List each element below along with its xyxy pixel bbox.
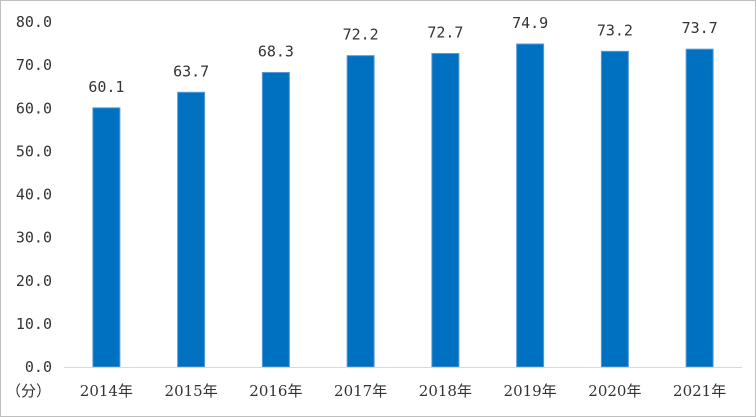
x-tick-label: 2017年 [334,382,387,400]
data-label: 72.7 [427,23,463,41]
x-tick-label: 2021年 [673,382,726,400]
y-tick-label: 20.0 [16,272,52,290]
x-tick-label: 2014年 [80,382,133,400]
bars [92,43,714,368]
bar [177,91,206,368]
x-tick-label: 2016年 [249,382,302,400]
bar [685,48,714,368]
data-label: 68.3 [258,42,294,60]
y-tick-label: 0.0 [25,358,52,376]
y-tick-label: 60.0 [16,99,52,117]
data-label: 73.2 [597,21,633,39]
x-tick-label: 2019年 [504,382,557,400]
data-label: 63.7 [173,62,209,80]
y-tick-label: 50.0 [16,142,52,160]
data-label: 60.1 [88,78,124,96]
data-labels: 60.1 63.7 68.3 72.2 72.7 74.9 73.2 73.7 [88,14,717,96]
data-label: 72.2 [343,26,379,44]
bar [346,55,375,368]
x-axis-labels: 2014年 2015年 2016年 2017年 2018年 2019年 2020年 2021年 [80,382,726,400]
y-tick-label: 40.0 [16,186,52,204]
bar [92,107,121,368]
x-tick-label: 2015年 [165,382,218,400]
data-label: 73.7 [682,19,718,37]
unit-label: （分） [6,382,51,400]
bar [261,71,290,368]
data-label: 74.9 [512,14,548,32]
y-tick-label: 30.0 [16,229,52,247]
y-tick-label: 80.0 [16,13,52,31]
bar [431,52,460,368]
y-tick-label: 10.0 [16,315,52,333]
y-tick-label: 70.0 [16,56,52,74]
x-tick-label: 2018年 [419,382,472,400]
y-axis-labels: 0.0 10.0 20.0 30.0 40.0 50.0 60.0 70.0 80.0 [16,13,52,376]
x-tick-label: 2020年 [588,382,641,400]
bar [600,50,629,368]
bar [516,43,545,368]
